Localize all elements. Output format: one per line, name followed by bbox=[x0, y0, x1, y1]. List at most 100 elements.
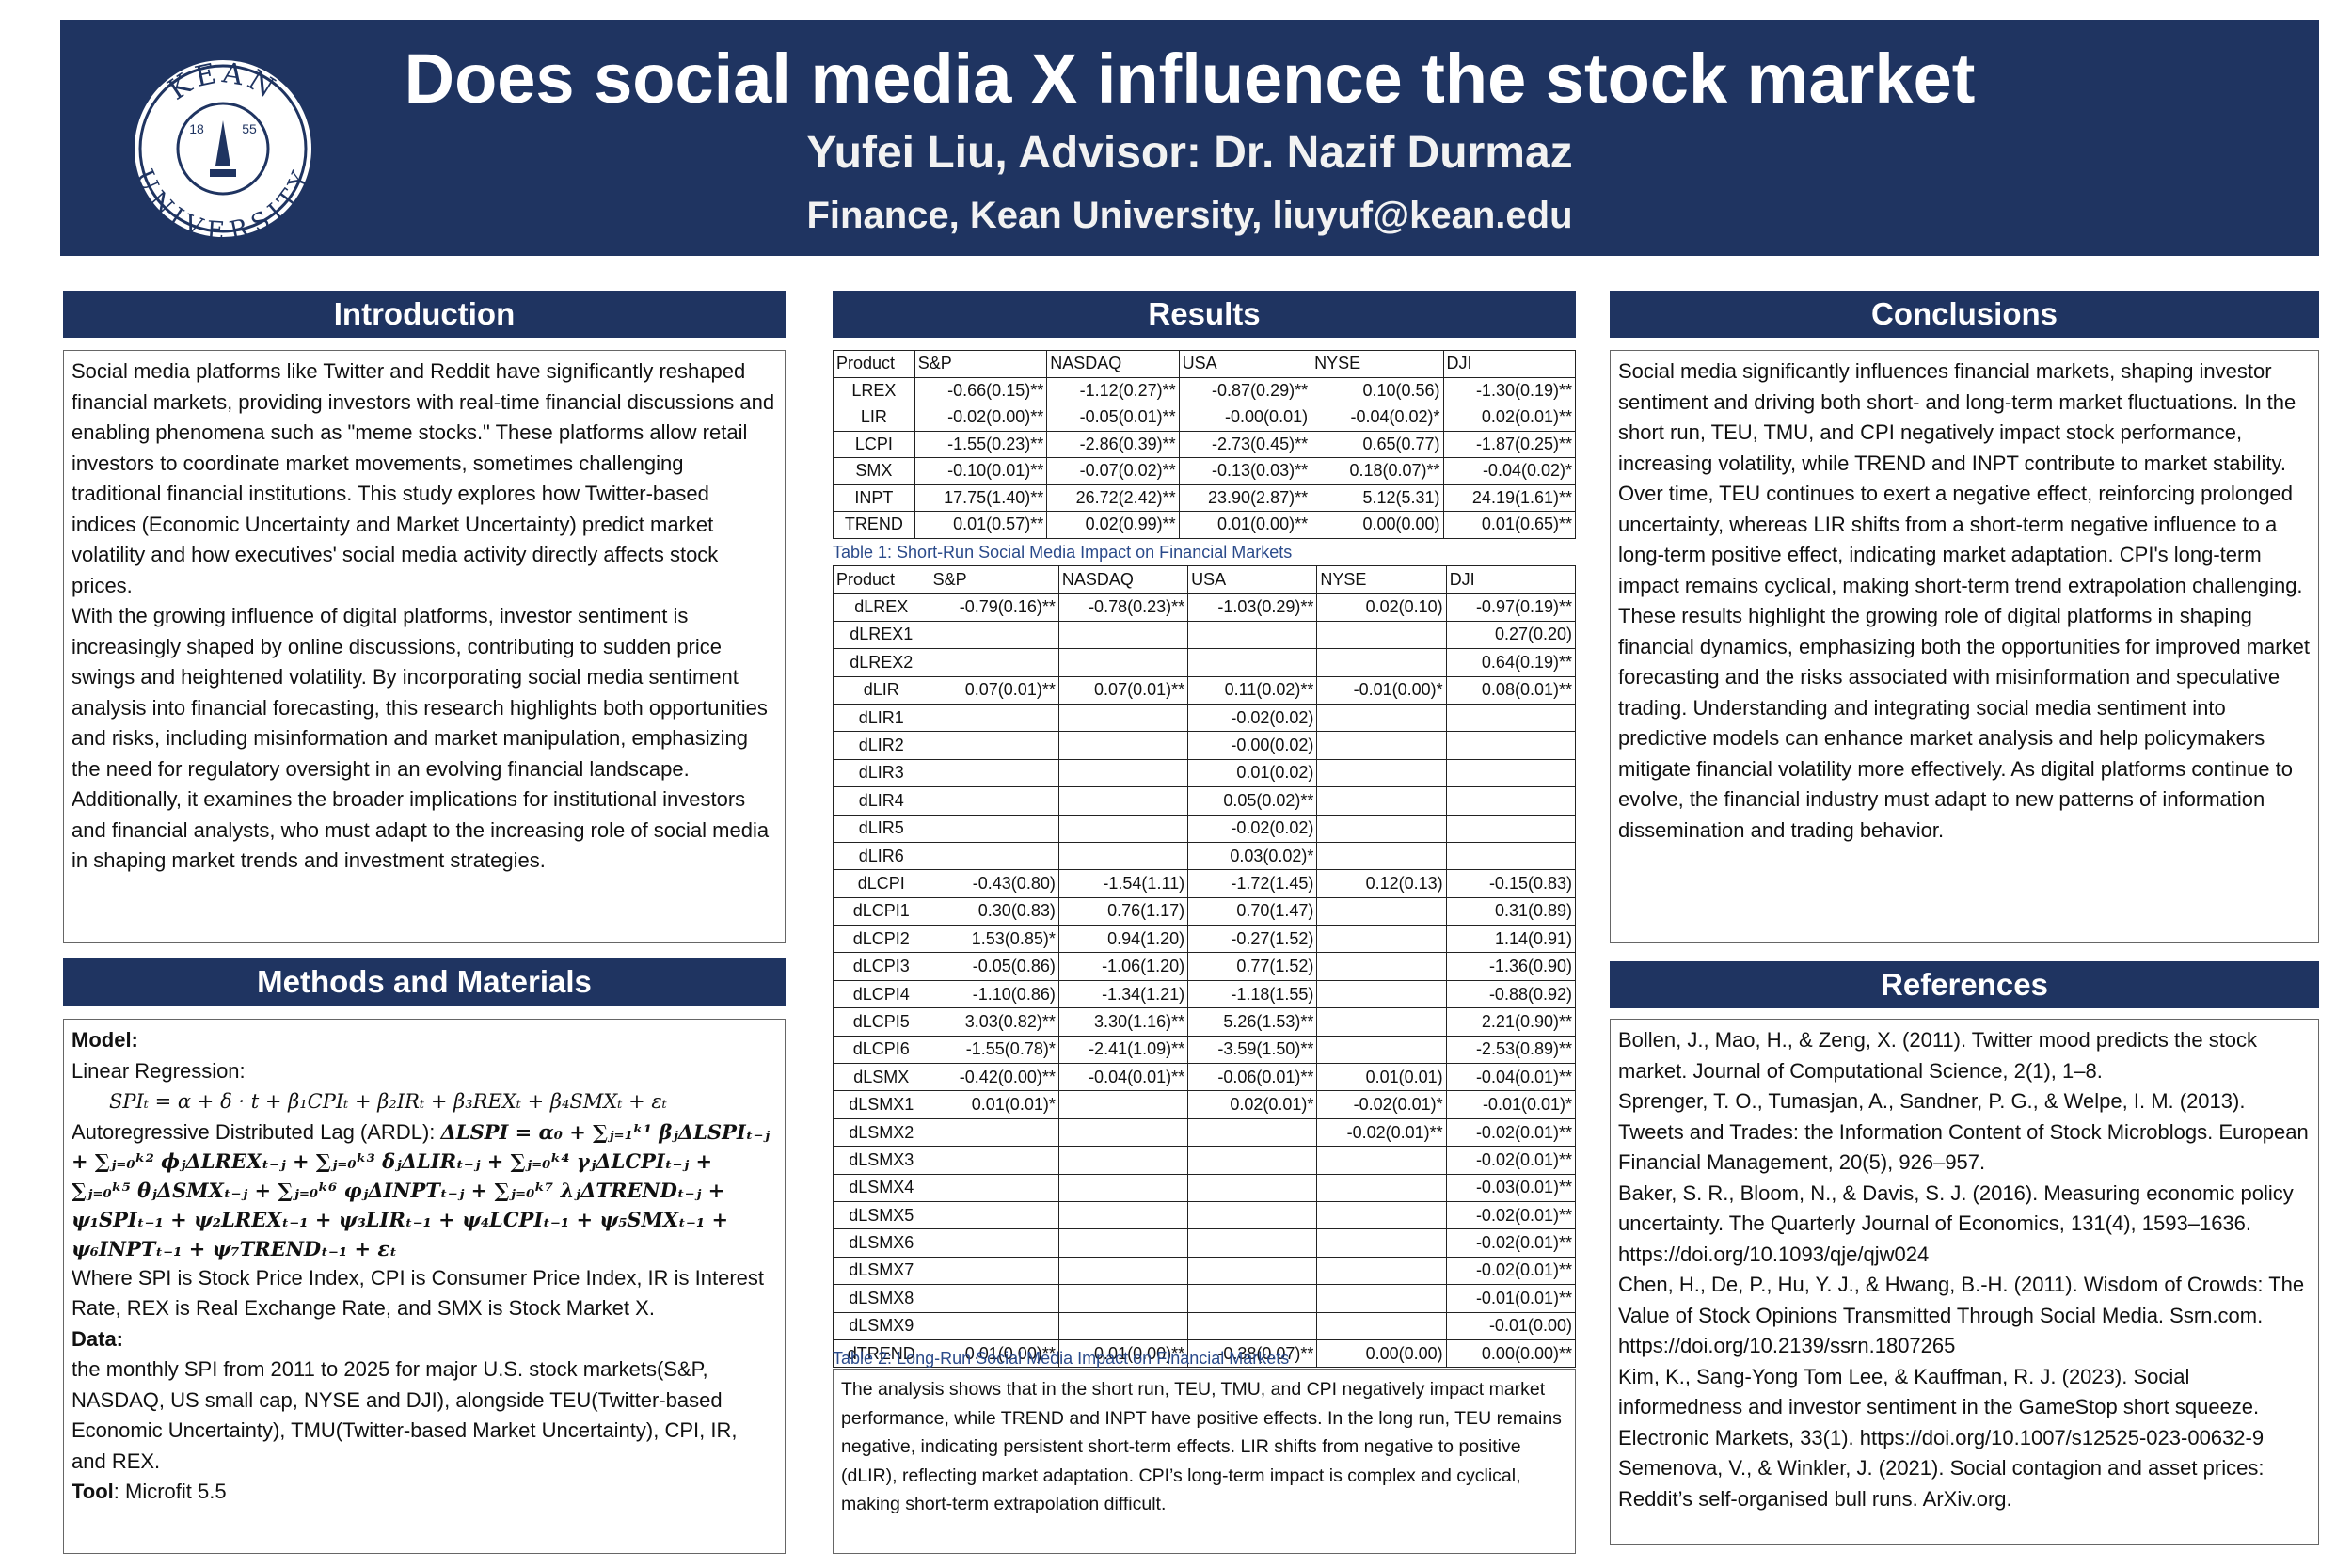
caption: Table 1: Short-Run Social Media Impact o… bbox=[833, 543, 1293, 562]
row-label: dLSMX4 bbox=[833, 1173, 930, 1202]
row: dLSMX1 0.01(0.01)* 0.02(0.01)* -0.02(0.01)*… bbox=[833, 1090, 1577, 1119]
cell bbox=[1316, 620, 1447, 650]
cell bbox=[1057, 786, 1189, 816]
cell: -0.43(0.80) bbox=[929, 869, 1059, 898]
header-cell: DJI bbox=[1445, 564, 1577, 594]
cell: -0.06(0.01)** bbox=[1187, 1063, 1318, 1092]
cell bbox=[1316, 841, 1447, 871]
row-label: LIR bbox=[833, 404, 915, 432]
cell: 0.07(0.01)** bbox=[929, 675, 1059, 705]
cell: -0.00(0.01) bbox=[1178, 404, 1312, 432]
cell: -0.87(0.29)** bbox=[1178, 376, 1312, 404]
paragraph: These results highlight the growing role… bbox=[1618, 604, 2310, 842]
row: dLCPI -0.43(0.80) -1.54(1.11) -1.72(1.45) 0.… bbox=[833, 869, 1577, 898]
header-cell: S&P bbox=[914, 350, 1048, 378]
row-label: dLCPI6 bbox=[833, 1035, 930, 1065]
cell bbox=[1057, 703, 1189, 733]
cell: 1.14(0.91) bbox=[1445, 925, 1577, 954]
cell bbox=[1316, 814, 1447, 843]
row-label: dLSMX7 bbox=[833, 1256, 930, 1286]
cell bbox=[1187, 1200, 1318, 1230]
cell: -0.05(0.01)** bbox=[1046, 404, 1180, 432]
row-label: dLIR6 bbox=[833, 841, 930, 871]
cell: 0.08(0.01)** bbox=[1445, 675, 1577, 705]
cell bbox=[1445, 731, 1577, 760]
cell: 0.00(0.00) bbox=[1311, 511, 1444, 539]
cell: 0.01(0.00)** bbox=[929, 1338, 1059, 1369]
row: dLIR4 0.05(0.02)** bbox=[833, 786, 1577, 816]
cell: 3.03(0.82)** bbox=[929, 1007, 1059, 1037]
cell: 5.26(1.53)** bbox=[1187, 1007, 1318, 1037]
paragraph: With the growing influence of digital pl… bbox=[72, 604, 770, 872]
header: KEAN UNIVERSITY 18 55 Does social media … bbox=[60, 20, 2319, 256]
header-cell: NYSE bbox=[1316, 564, 1447, 594]
reference: Kim, K., Sang-Yong Tom Lee, & Kauffman, … bbox=[1618, 1364, 2265, 1449]
logo-year: 55 bbox=[242, 121, 257, 136]
cell: 0.02(0.01)* bbox=[1187, 1090, 1318, 1119]
cell bbox=[1445, 786, 1577, 816]
cell bbox=[1057, 1090, 1189, 1119]
row-label: INPT bbox=[833, 483, 915, 512]
section-heading: Methods and Materials bbox=[63, 958, 786, 1006]
cell: 26.72(2.42)** bbox=[1046, 483, 1180, 512]
cell bbox=[1316, 1200, 1447, 1230]
cell: -0.02(0.01)** bbox=[1445, 1146, 1577, 1175]
header-cell: USA bbox=[1178, 350, 1312, 378]
cell: -0.04(0.01)** bbox=[1445, 1063, 1577, 1092]
cell bbox=[1057, 1146, 1189, 1175]
text: the monthly SPI from 2011 to 2025 for ma… bbox=[72, 1357, 738, 1473]
row: dLCPI5 3.03(0.82)** 3.30(1.16)** 5.26(1.53)… bbox=[833, 1007, 1577, 1037]
cell: -0.00(0.02) bbox=[1187, 731, 1318, 760]
row-label: dLCPI4 bbox=[833, 979, 930, 1009]
header-cell: S&P bbox=[929, 564, 1059, 594]
logo: KEAN UNIVERSITY 18 55 bbox=[129, 56, 313, 243]
cell: 0.01(0.01)* bbox=[929, 1090, 1059, 1119]
cell bbox=[1057, 648, 1189, 677]
cell bbox=[1057, 1311, 1189, 1340]
text: Autoregressive Distributed Lag (ARDL): bbox=[72, 1119, 436, 1144]
cell: 0.30(0.83) bbox=[929, 896, 1059, 927]
cell: -0.02(0.02) bbox=[1187, 814, 1318, 843]
cell: -1.06(1.20) bbox=[1057, 952, 1189, 981]
cell bbox=[929, 620, 1059, 650]
cell bbox=[929, 758, 1059, 788]
cell: -0.07(0.02)** bbox=[1046, 457, 1180, 485]
cell bbox=[1057, 1117, 1189, 1148]
label: Data: bbox=[72, 1326, 124, 1351]
header-cell: Product bbox=[833, 564, 930, 594]
row-label: dLSMX9 bbox=[833, 1311, 930, 1340]
cell: -0.27(1.52) bbox=[1187, 925, 1318, 954]
row-label: dLSMX3 bbox=[833, 1146, 930, 1175]
cell bbox=[929, 703, 1059, 733]
cell: 0.01(0.00)** bbox=[1178, 511, 1312, 539]
row: LIR -0.02(0.00)** -0.05(0.01)** -0.00(0.01)… bbox=[833, 404, 1577, 432]
cell bbox=[1187, 1311, 1318, 1340]
cell bbox=[1316, 925, 1447, 954]
cell bbox=[1316, 1256, 1447, 1286]
row: dLCPI4 -1.10(0.86) -1.34(1.21) -1.18(1.55) -… bbox=[833, 979, 1577, 1009]
row-label: dLIR1 bbox=[833, 703, 930, 733]
section-heading: Conclusions bbox=[1610, 291, 2319, 338]
cell: -0.02(0.01)** bbox=[1445, 1117, 1577, 1148]
row-label: dLIR bbox=[833, 675, 930, 705]
row: dLSMX9 -0.01(0.00) bbox=[833, 1311, 1577, 1340]
cell: 1.53(0.85)* bbox=[929, 925, 1059, 954]
header-cell: Product bbox=[833, 350, 915, 378]
label: Tool bbox=[72, 1480, 114, 1503]
cell: -1.03(0.29)** bbox=[1187, 593, 1318, 622]
cell bbox=[1316, 1007, 1447, 1037]
label: Model: bbox=[72, 1028, 138, 1052]
cell: 24.19(1.61)** bbox=[1442, 483, 1577, 512]
cell bbox=[929, 1311, 1059, 1340]
cell bbox=[929, 786, 1059, 816]
row: dLIR6 0.03(0.02)* bbox=[833, 841, 1577, 871]
introduction-box: Social media platforms like Twitter and … bbox=[63, 350, 786, 943]
row: dLREX2 0.64(0.19)** bbox=[833, 648, 1577, 677]
row-label: dLCPI3 bbox=[833, 952, 930, 981]
cell bbox=[1187, 1284, 1318, 1313]
affiliation: Finance, Kean University, liuyuf@kean.ed… bbox=[806, 195, 1573, 236]
row: dLCPI3 -0.05(0.86) -1.06(1.20) 0.77(1.52) -1… bbox=[833, 952, 1577, 981]
row-label: dLIR2 bbox=[833, 731, 930, 760]
cell: -0.01(0.01)* bbox=[1445, 1090, 1577, 1119]
cell: 0.02(0.01)** bbox=[1442, 404, 1577, 432]
